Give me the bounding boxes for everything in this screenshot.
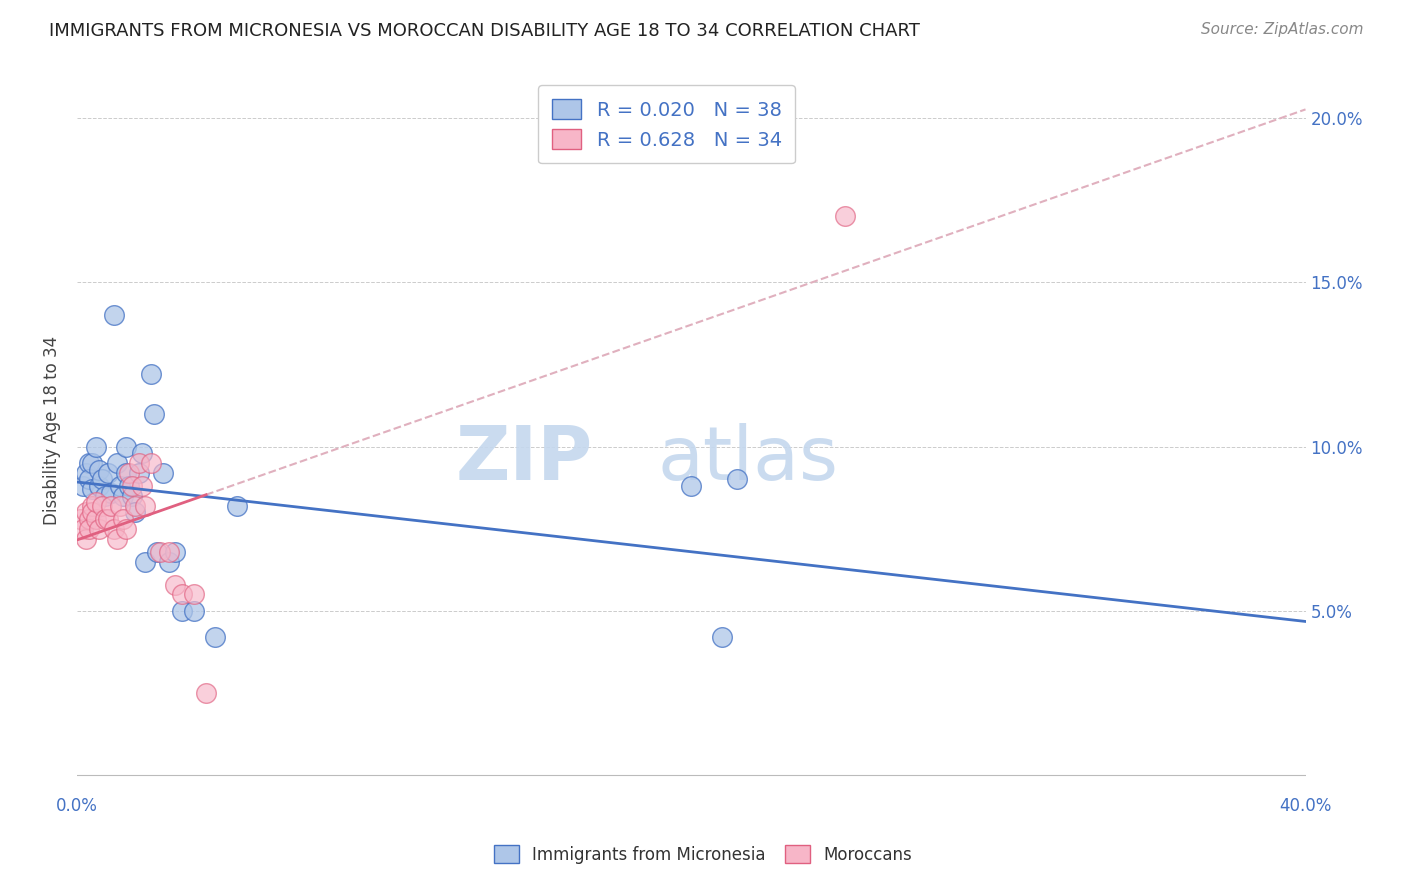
Point — [142, 407, 165, 421]
Point — [131, 446, 153, 460]
Point — [170, 604, 193, 618]
Point — [75, 466, 97, 480]
Point — [75, 505, 97, 519]
Text: atlas: atlas — [658, 423, 839, 496]
Point — [82, 456, 104, 470]
Point — [84, 440, 107, 454]
Point — [79, 522, 101, 536]
Point — [105, 532, 128, 546]
Point — [195, 686, 218, 700]
Point — [124, 505, 146, 519]
Text: Source: ZipAtlas.com: Source: ZipAtlas.com — [1201, 22, 1364, 37]
Point — [124, 499, 146, 513]
Point — [146, 545, 169, 559]
Point — [108, 499, 131, 513]
Legend: R = 0.020   N = 38, R = 0.628   N = 34: R = 0.020 N = 38, R = 0.628 N = 34 — [538, 86, 796, 163]
Point — [121, 489, 143, 503]
Point — [79, 472, 101, 486]
Point — [170, 587, 193, 601]
Point — [84, 495, 107, 509]
Point — [131, 479, 153, 493]
Point — [105, 456, 128, 470]
Point — [112, 512, 135, 526]
Point — [725, 472, 748, 486]
Point — [165, 545, 187, 559]
Point — [139, 368, 162, 382]
Point — [165, 577, 187, 591]
Point — [103, 522, 125, 536]
Point — [118, 479, 141, 493]
Point — [84, 512, 107, 526]
Point — [157, 545, 180, 559]
Legend: Immigrants from Micronesia, Moroccans: Immigrants from Micronesia, Moroccans — [486, 838, 920, 871]
Point — [100, 485, 122, 500]
Point — [115, 522, 138, 536]
Point — [121, 479, 143, 493]
Point — [97, 512, 120, 526]
Point — [112, 489, 135, 503]
Point — [108, 479, 131, 493]
Point — [157, 555, 180, 569]
Text: IMMIGRANTS FROM MICRONESIA VS MOROCCAN DISABILITY AGE 18 TO 34 CORRELATION CHART: IMMIGRANTS FROM MICRONESIA VS MOROCCAN D… — [49, 22, 920, 40]
Point — [152, 466, 174, 480]
Point — [79, 456, 101, 470]
Point — [183, 604, 205, 618]
Y-axis label: Disability Age 18 to 34: Disability Age 18 to 34 — [44, 335, 60, 524]
Point — [93, 489, 115, 503]
Point — [204, 630, 226, 644]
Point — [834, 210, 856, 224]
Point — [82, 499, 104, 513]
Point — [79, 512, 101, 526]
Point — [128, 466, 150, 480]
Point — [87, 462, 110, 476]
Point — [97, 466, 120, 480]
Point — [115, 440, 138, 454]
Point — [82, 505, 104, 519]
Point — [225, 499, 247, 513]
Point — [75, 532, 97, 546]
Point — [134, 499, 156, 513]
Text: ZIP: ZIP — [456, 423, 593, 496]
Point — [100, 499, 122, 513]
Point — [69, 512, 91, 526]
Point — [72, 522, 94, 536]
Point — [183, 587, 205, 601]
Point — [128, 456, 150, 470]
Point — [82, 483, 104, 497]
Point — [149, 545, 172, 559]
Point — [93, 512, 115, 526]
Point — [87, 479, 110, 493]
Point — [72, 479, 94, 493]
Point — [681, 479, 703, 493]
Point — [711, 630, 734, 644]
Point — [90, 499, 112, 513]
Point — [87, 522, 110, 536]
Point — [118, 466, 141, 480]
Point — [134, 555, 156, 569]
Point — [90, 472, 112, 486]
Point — [103, 308, 125, 322]
Point — [115, 466, 138, 480]
Point — [139, 456, 162, 470]
